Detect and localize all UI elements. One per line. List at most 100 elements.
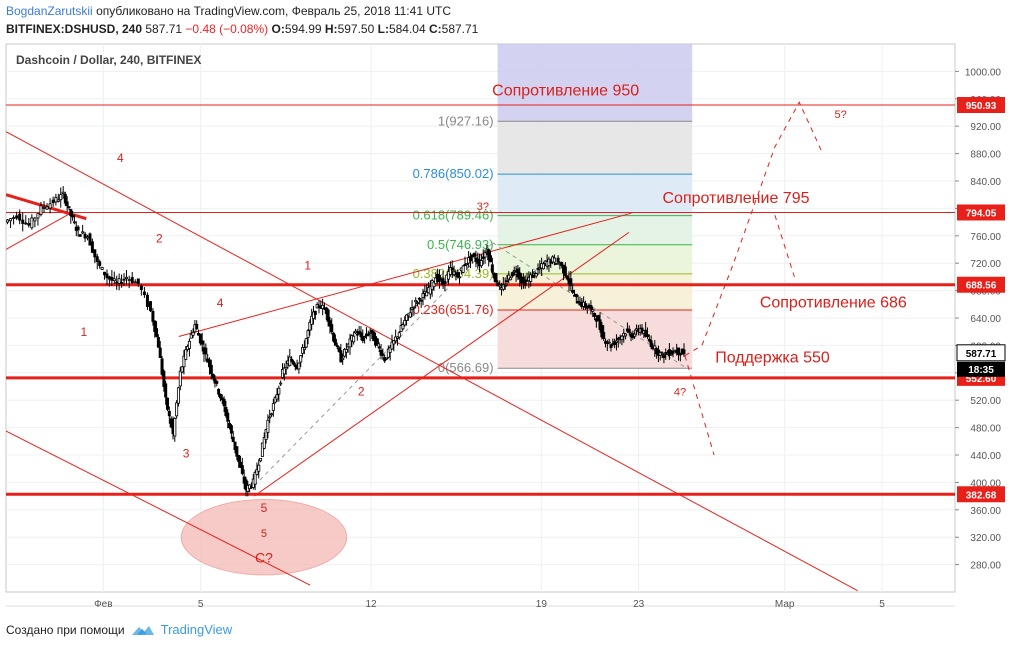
candle-body [59, 194, 63, 201]
close-value: 587.71 [441, 22, 479, 36]
candle-body [487, 249, 491, 261]
candle-body [359, 332, 363, 338]
candle-body [532, 271, 536, 274]
current-price-tag [956, 344, 1006, 362]
candle-body [489, 255, 493, 263]
candle-body [153, 320, 157, 332]
candle-body [18, 213, 22, 221]
candle-body [600, 324, 604, 338]
candle-body [563, 266, 567, 277]
candle-body [490, 264, 494, 273]
candle-body [264, 429, 268, 440]
countdown-label: 18:35 [968, 365, 994, 376]
publish-line: BogdanZarutskii опубликовано на TradingV… [6, 4, 451, 18]
candle-body [98, 261, 102, 267]
candle-body [56, 199, 60, 202]
candle-body [624, 333, 628, 337]
candle-body [21, 219, 25, 224]
candle-body [339, 350, 343, 363]
candle-body [27, 223, 31, 226]
fib-level-label: 0.786(850.02) [413, 166, 494, 181]
y-tick-label: 320.00 [970, 533, 1001, 544]
candle-body [231, 436, 235, 443]
wave-annotation: Сопротивление 950 [492, 82, 639, 99]
fib-level-label: 0.618(789.46) [413, 208, 494, 223]
candle-body [509, 277, 513, 281]
price-chart[interactable]: 1(927.16) 0.786(850.02) 0.618(789.46) 0.5(7… [0, 40, 1015, 615]
fib-zone [497, 174, 693, 216]
candle-body [607, 341, 611, 344]
plot-layer: 1(927.16) 0.786(850.02) 0.618(789.46) 0.5(7… [6, 44, 955, 592]
candle-body [117, 278, 121, 284]
y-tick-label: 400.00 [970, 478, 1001, 489]
candle-body [268, 416, 272, 419]
x-tick-label: Мар [775, 599, 795, 610]
candle-body [421, 293, 425, 299]
x-tick-label: 23 [633, 599, 645, 610]
price-level-tag-label: 688.56 [966, 281, 997, 292]
price-level-tag [957, 97, 1005, 114]
candle-body [521, 276, 525, 284]
candle-body [158, 347, 162, 358]
candle-body [145, 294, 149, 307]
price-level-tag-label: 794.05 [966, 208, 997, 219]
candle-body [260, 442, 264, 457]
current-price-label: 587.71 [966, 349, 997, 360]
candle-body [321, 304, 325, 310]
price-change: −0.48 (−0.08%) [185, 22, 269, 36]
candle-body [71, 215, 75, 218]
candle-body [115, 281, 119, 284]
candle-body [456, 272, 460, 278]
y-tick-label: 640.00 [970, 314, 1001, 325]
candle-body [348, 338, 352, 348]
candle-body [215, 380, 219, 384]
candle-body [633, 333, 637, 337]
made-with-text: Создано при помощи [6, 622, 125, 637]
y-tick-label: 360.00 [970, 506, 1001, 517]
candle-body [42, 206, 46, 209]
tradingview-brand-link[interactable]: TradingView [160, 622, 233, 637]
candle-body [164, 383, 168, 398]
candle-body [390, 341, 394, 350]
candle-body [613, 341, 617, 345]
candle-body [235, 446, 239, 457]
candle-body [403, 319, 407, 326]
candle-body [72, 221, 76, 224]
candle-body [395, 336, 399, 339]
candle-body [103, 271, 107, 276]
symbol-label: BITFINEX:DSHUSD, 240 [6, 22, 143, 36]
candle-body [614, 340, 618, 343]
price-level-tag-label: 552.60 [966, 374, 997, 385]
candle-body [308, 321, 312, 331]
y-tick-label: 760.00 [970, 232, 1001, 243]
candle-body [501, 284, 505, 290]
fib-level-label: 0.236(651.76) [413, 302, 494, 317]
fib-zone [497, 244, 693, 274]
publish-info: опубликовано на TradingView.com, Февраль… [96, 4, 451, 18]
fib-level-label: 0(566.69) [438, 360, 494, 375]
candle-body [76, 226, 80, 231]
candle-body [556, 257, 560, 263]
candle-body [45, 206, 49, 210]
candle-body [12, 217, 16, 219]
candle-body [211, 374, 215, 379]
candle-body [353, 330, 357, 334]
candle-body [33, 217, 37, 222]
candle-body [120, 282, 124, 284]
candle-body [479, 260, 483, 267]
y-tick-label: 440.00 [970, 451, 1001, 462]
candle-body [392, 340, 396, 345]
price-level-tag [957, 276, 1005, 293]
candle-body [198, 333, 202, 344]
candle-body [341, 357, 345, 361]
candle-body [518, 272, 522, 280]
candle-body [352, 335, 356, 343]
candle-body [313, 310, 317, 315]
candle-body [498, 284, 502, 287]
candle-body [6, 219, 10, 223]
candle-body [414, 299, 418, 303]
author-link[interactable]: BogdanZarutskii [6, 4, 93, 18]
candle-body [598, 319, 602, 330]
wave-annotation: 4? [674, 386, 686, 398]
x-tick-label: 5 [198, 599, 204, 610]
